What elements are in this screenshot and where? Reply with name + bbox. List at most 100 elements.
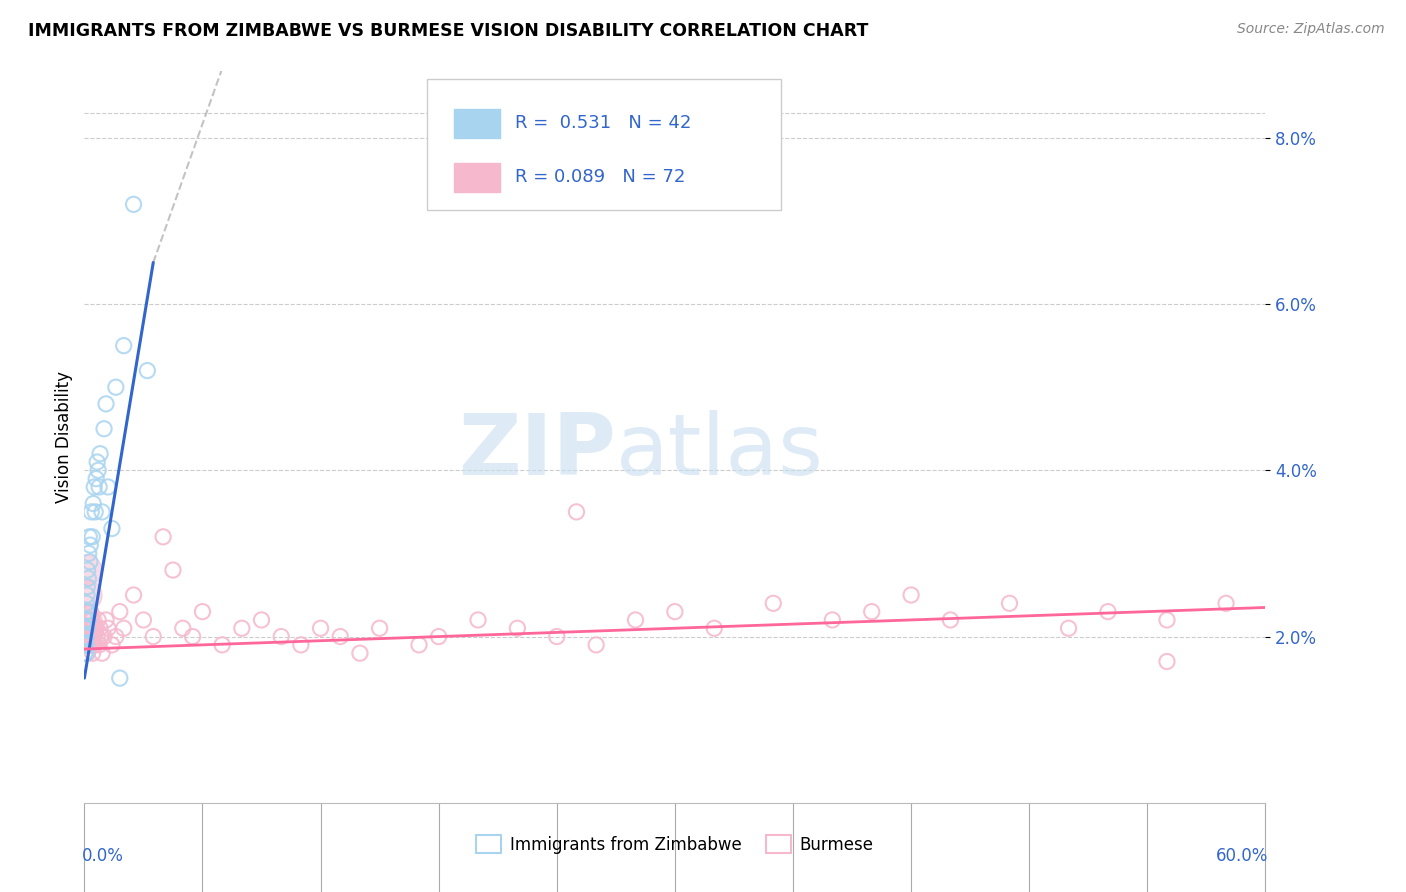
Point <box>585 638 607 652</box>
Point <box>76 613 98 627</box>
Point <box>82 497 104 511</box>
Point <box>75 638 97 652</box>
Point <box>703 621 725 635</box>
Point <box>408 638 430 652</box>
Point <box>1215 596 1237 610</box>
Point <box>329 630 352 644</box>
Point <box>1156 655 1178 669</box>
Point <box>87 638 111 652</box>
Point <box>89 447 111 461</box>
Point <box>94 397 117 411</box>
Point <box>87 480 111 494</box>
Text: 60.0%: 60.0% <box>1215 847 1268 864</box>
Point <box>162 563 184 577</box>
Point <box>75 596 97 610</box>
Point <box>467 613 489 627</box>
Text: IMMIGRANTS FROM ZIMBABWE VS BURMESE VISION DISABILITY CORRELATION CHART: IMMIGRANTS FROM ZIMBABWE VS BURMESE VISI… <box>28 22 869 40</box>
Point <box>250 613 273 627</box>
Point <box>84 505 107 519</box>
Point <box>664 605 686 619</box>
Point <box>76 646 98 660</box>
Point <box>77 621 100 635</box>
Point <box>83 630 105 644</box>
Point <box>112 621 135 635</box>
Point <box>75 621 97 635</box>
Legend: Immigrants from Zimbabwe, Burmese: Immigrants from Zimbabwe, Burmese <box>470 829 880 860</box>
Point <box>77 571 100 585</box>
Point <box>108 605 131 619</box>
Point <box>97 480 120 494</box>
Point <box>1057 621 1080 635</box>
Point <box>349 646 371 660</box>
Point <box>79 613 101 627</box>
Point <box>82 613 104 627</box>
Point <box>191 605 214 619</box>
Point <box>427 630 450 644</box>
Point <box>546 630 568 644</box>
Point <box>75 621 97 635</box>
Point <box>76 621 98 635</box>
Point <box>152 530 174 544</box>
Point <box>97 621 120 635</box>
Point <box>104 630 127 644</box>
Y-axis label: Vision Disability: Vision Disability <box>55 371 73 503</box>
Text: R =  0.531   N = 42: R = 0.531 N = 42 <box>516 114 692 132</box>
Point <box>90 630 112 644</box>
FancyBboxPatch shape <box>454 163 501 192</box>
FancyBboxPatch shape <box>454 109 501 137</box>
Point <box>122 588 145 602</box>
Point <box>75 605 97 619</box>
Point <box>80 638 103 652</box>
Point <box>75 630 97 644</box>
Text: 0.0%: 0.0% <box>82 847 124 864</box>
Point <box>87 463 110 477</box>
Point <box>231 621 253 635</box>
Point <box>900 588 922 602</box>
Point <box>86 455 108 469</box>
Point <box>290 638 312 652</box>
Point <box>89 621 111 635</box>
Point <box>565 505 588 519</box>
Point <box>93 422 115 436</box>
Point <box>1097 605 1119 619</box>
Point <box>75 638 97 652</box>
Point <box>79 530 101 544</box>
Point <box>80 505 103 519</box>
Point <box>506 621 529 635</box>
Text: R = 0.089   N = 72: R = 0.089 N = 72 <box>516 169 686 186</box>
Point <box>77 546 100 560</box>
Text: ZIP: ZIP <box>458 410 616 493</box>
Point <box>93 630 115 644</box>
Point <box>624 613 647 627</box>
Point <box>762 596 785 610</box>
Point <box>77 613 100 627</box>
Point <box>76 605 98 619</box>
Point <box>172 621 194 635</box>
Point <box>998 596 1021 610</box>
Point <box>142 630 165 644</box>
Point <box>82 646 104 660</box>
Point <box>136 363 159 377</box>
Point <box>82 621 104 635</box>
Point <box>76 563 98 577</box>
Point <box>84 472 107 486</box>
Point <box>80 630 103 644</box>
Point <box>73 646 96 660</box>
Point <box>368 621 391 635</box>
Point <box>75 613 97 627</box>
Point <box>79 621 101 635</box>
Point <box>132 613 155 627</box>
Point <box>75 630 97 644</box>
Point <box>75 588 97 602</box>
Point <box>86 630 108 644</box>
Point <box>83 638 105 652</box>
Point <box>309 621 332 635</box>
Point <box>108 671 131 685</box>
Point <box>94 613 117 627</box>
Point <box>101 521 124 535</box>
Point <box>91 505 114 519</box>
Point <box>939 613 962 627</box>
Point <box>101 638 124 652</box>
Point <box>75 630 97 644</box>
Point <box>87 613 110 627</box>
